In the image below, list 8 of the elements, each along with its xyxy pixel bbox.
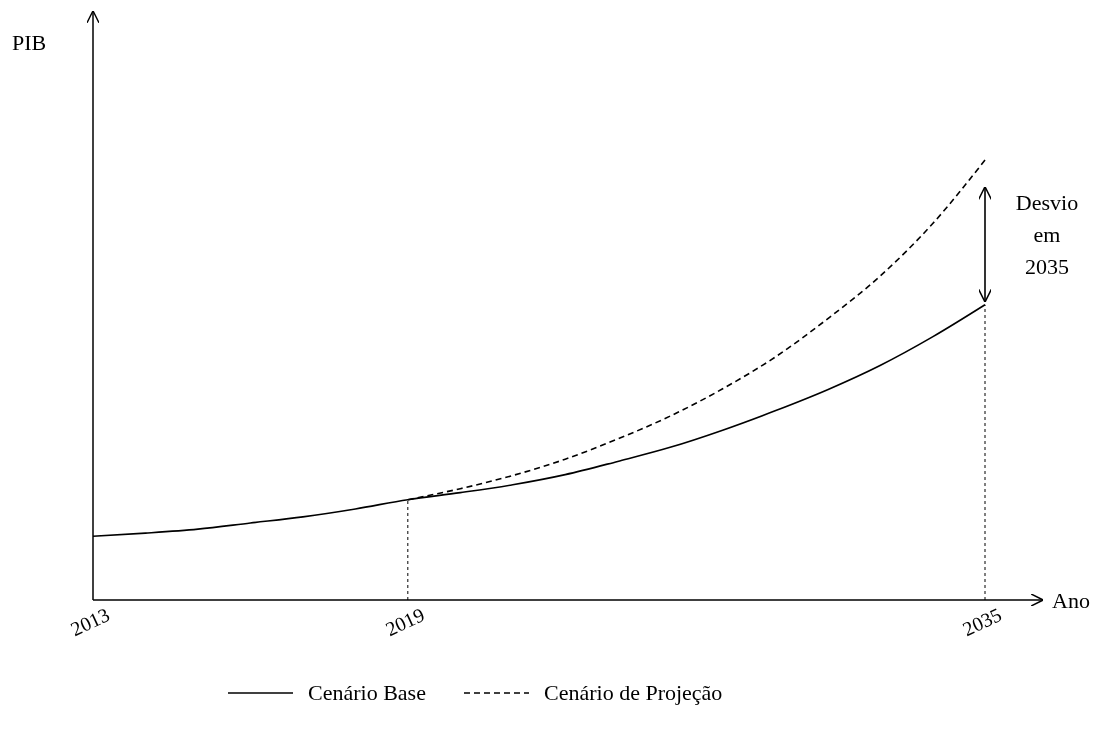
annotation: Desvio em 2035 xyxy=(1015,190,1079,279)
x-tick-label: 2019 xyxy=(382,603,428,641)
legend-label: Cenário de Projeção xyxy=(544,680,723,705)
y-axis-title: PIB xyxy=(12,30,47,55)
x-tick-label: 2035 xyxy=(959,603,1005,641)
x-tick-label: 2013 xyxy=(67,603,113,641)
x-axis-title: Ano xyxy=(1052,588,1090,613)
legend-label: Cenário Base xyxy=(308,680,426,705)
